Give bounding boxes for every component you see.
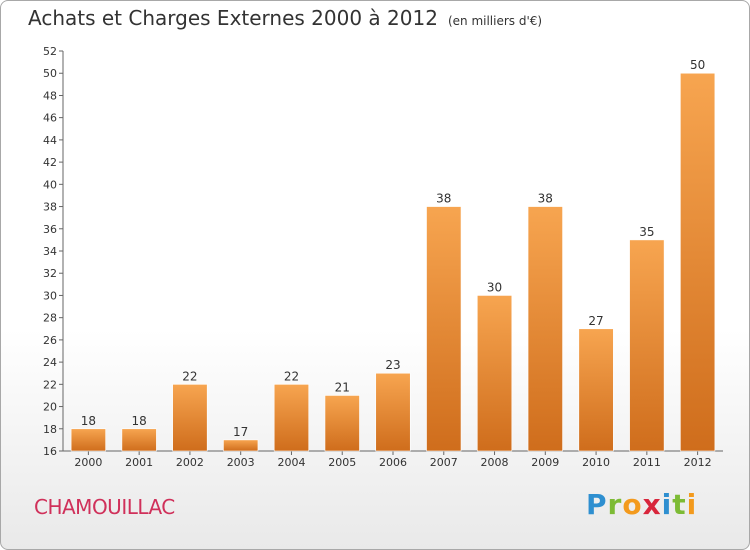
x-tick-label-2009: 2009 — [531, 456, 559, 469]
y-tick-label: 40 — [43, 178, 57, 191]
y-tick-label: 46 — [43, 112, 57, 125]
logo-letter: i — [661, 488, 673, 521]
bar-2001 — [121, 428, 157, 452]
y-tick-label: 20 — [43, 401, 57, 414]
chart-unit: (en milliers d'€) — [447, 14, 543, 28]
bar-2002 — [172, 384, 208, 452]
data-label-2008: 30 — [487, 280, 502, 294]
y-tick-label: 52 — [43, 45, 57, 58]
bar-2010 — [578, 328, 614, 452]
y-tick-label: 32 — [43, 267, 57, 280]
logo-letter: i — [686, 488, 698, 521]
data-label-2011: 35 — [639, 225, 654, 239]
y-tick-label: 26 — [43, 334, 57, 347]
y-tick-label: 38 — [43, 201, 57, 214]
logo-letter: t — [672, 488, 687, 521]
logo-letter: P — [586, 488, 608, 521]
y-tick-label: 36 — [43, 223, 57, 236]
x-tick-label-2007: 2007 — [430, 456, 458, 469]
y-tick-label: 28 — [43, 312, 57, 325]
x-tick-label-2010: 2010 — [582, 456, 610, 469]
data-label-2009: 38 — [538, 192, 553, 206]
data-label-2007: 38 — [436, 192, 451, 206]
x-tick-label-2000: 2000 — [74, 456, 102, 469]
x-tick-label-2006: 2006 — [379, 456, 407, 469]
y-tick-label: 22 — [43, 378, 57, 391]
bar-2008 — [476, 295, 513, 452]
x-tick-label-2005: 2005 — [328, 456, 356, 469]
data-label-2000: 18 — [81, 414, 96, 428]
bar-2009 — [527, 206, 563, 452]
data-label-2012: 50 — [690, 58, 705, 72]
data-label-2004: 22 — [284, 369, 299, 383]
data-label-2003: 17 — [233, 425, 248, 439]
logo-letter: o — [622, 488, 643, 521]
data-label-2005: 21 — [335, 380, 350, 394]
x-tick-label-2008: 2008 — [481, 456, 509, 469]
bar-2000 — [70, 428, 106, 452]
x-tick-label-2003: 2003 — [227, 456, 255, 469]
x-tick-label-2012: 2012 — [684, 456, 712, 469]
bar-2007 — [426, 206, 462, 452]
logo-letter: x — [642, 488, 662, 521]
commune-name: CHAMOUILLAC — [34, 495, 175, 519]
logo-letter: r — [607, 488, 623, 521]
x-tick-label-2002: 2002 — [176, 456, 204, 469]
x-tick-label-2011: 2011 — [633, 456, 661, 469]
y-tick-label: 44 — [43, 134, 57, 147]
x-tick-label-2004: 2004 — [277, 456, 305, 469]
bar-2006 — [375, 372, 411, 452]
bar-2005 — [324, 395, 360, 452]
data-label-2006: 23 — [385, 358, 400, 372]
y-tick-label: 24 — [43, 356, 57, 369]
proxiti-logo: Proxiti — [586, 488, 697, 521]
bar-2003 — [223, 439, 259, 452]
x-tick-label-2001: 2001 — [125, 456, 153, 469]
y-tick-label: 48 — [43, 89, 57, 102]
data-label-2010: 27 — [588, 314, 603, 328]
bar-2012 — [680, 72, 716, 452]
bar-2011 — [629, 239, 665, 452]
chart-title: Achats et Charges Externes 2000 à 2012 (e… — [28, 6, 542, 30]
data-label-2002: 22 — [182, 369, 197, 383]
y-tick-label: 18 — [43, 423, 57, 436]
y-tick-label: 16 — [43, 445, 57, 458]
y-tick-label: 42 — [43, 156, 57, 169]
bar-2004 — [273, 384, 310, 452]
y-tick-label: 50 — [43, 67, 57, 80]
chart-title-text: Achats et Charges Externes 2000 à 2012 — [28, 6, 438, 30]
y-tick-label: 30 — [43, 289, 57, 302]
data-label-2001: 18 — [132, 414, 147, 428]
y-tick-label: 34 — [43, 245, 57, 258]
